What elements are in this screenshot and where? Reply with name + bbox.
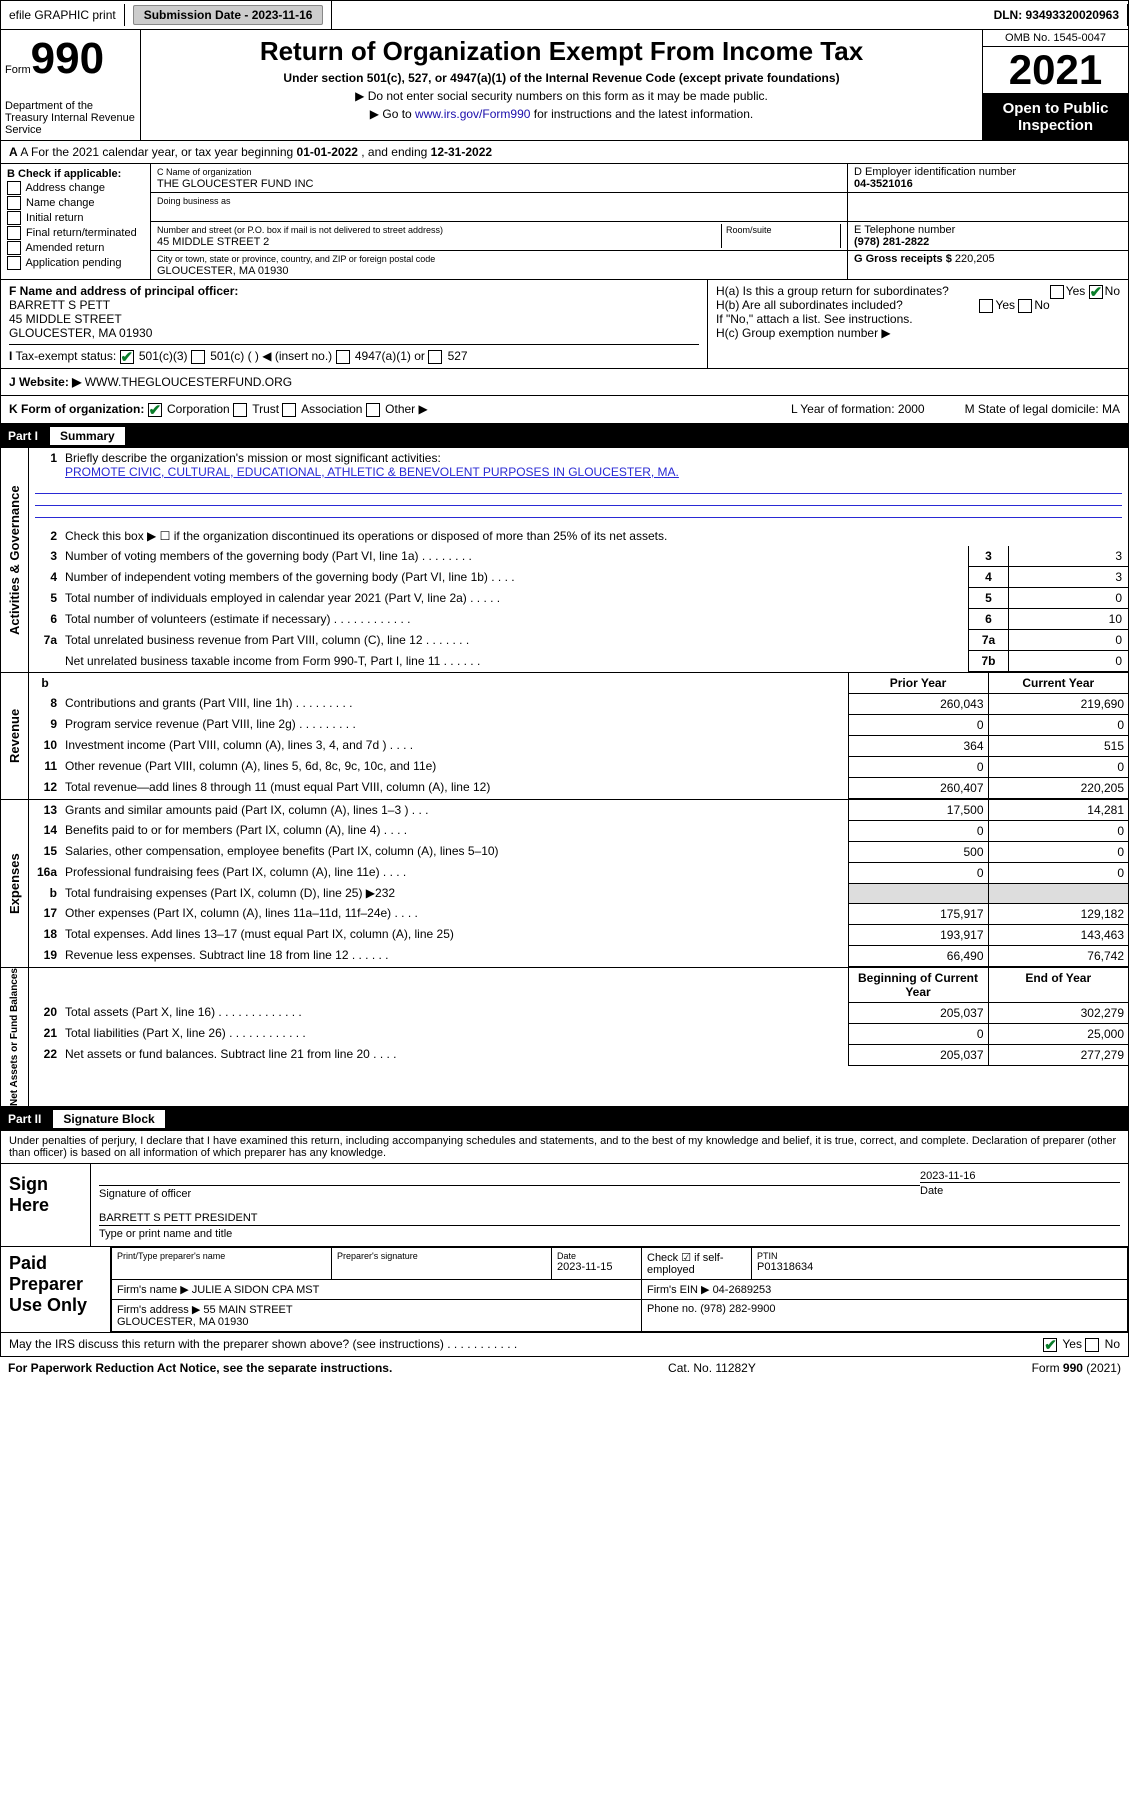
section-net-assets: Net Assets or Fund Balances Beginning of…: [0, 968, 1129, 1107]
mission: PROMOTE CIVIC, CULTURAL, EDUCATIONAL, AT…: [65, 465, 679, 479]
open-to-public: Open to Public Inspection: [983, 94, 1128, 140]
checkbox-501c[interactable]: [191, 350, 205, 364]
firm-phone: (978) 282-9900: [700, 1303, 775, 1315]
checkbox-4947[interactable]: [336, 350, 350, 364]
firm-name: JULIE A SIDON CPA MST: [192, 1284, 320, 1296]
website: WWW.THEGLOUCESTERFUND.ORG: [85, 375, 292, 389]
form-label: Form: [5, 64, 31, 76]
omb-number: OMB No. 1545-0047: [983, 30, 1128, 47]
city-state-zip: GLOUCESTER, MA 01930: [157, 265, 288, 277]
row-j: J Website: ▶ WWW.THEGLOUCESTERFUND.ORG: [0, 369, 1129, 396]
subtitle-3: ▶ Go to www.irs.gov/Form990 for instruct…: [149, 107, 974, 121]
checkbox-other[interactable]: [366, 403, 380, 417]
checkbox-hb-no[interactable]: [1018, 299, 1032, 313]
department: Department of the Treasury Internal Reve…: [5, 100, 136, 136]
vlabel-net-assets: Net Assets or Fund Balances: [1, 968, 29, 1106]
block-b-to-g: B Check if applicable: Address change Na…: [0, 164, 1129, 280]
footer: For Paperwork Reduction Act Notice, see …: [0, 1357, 1129, 1379]
top-bar: efile GRAPHIC print Submission Date - 20…: [0, 0, 1129, 30]
vlabel-governance: Activities & Governance: [1, 448, 29, 672]
checkbox-501c3[interactable]: [120, 350, 134, 364]
firm-ein: 04-2689253: [713, 1284, 772, 1296]
col-f-i: F Name and address of principal officer:…: [1, 280, 708, 368]
sign-date: 2023-11-16: [920, 1170, 1120, 1182]
irs-link[interactable]: www.irs.gov/Form990: [415, 107, 530, 121]
ein: 04-3521016: [854, 178, 913, 190]
checkbox-discuss-yes[interactable]: [1043, 1338, 1057, 1352]
paid-preparer: Paid Preparer Use Only Print/Type prepar…: [0, 1247, 1129, 1333]
irs-discuss: May the IRS discuss this return with the…: [0, 1333, 1129, 1357]
checkbox-527[interactable]: [428, 350, 442, 364]
header-left: Form990 Department of the Treasury Inter…: [1, 30, 141, 140]
col-b: B Check if applicable: Address change Na…: [1, 164, 151, 279]
section-revenue: Revenue bPrior YearCurrent Year 8Contrib…: [0, 673, 1129, 800]
officer-name-title: BARRETT S PETT PRESIDENT: [99, 1212, 258, 1224]
part-1-header: Part ISummary: [0, 424, 1129, 448]
form-header: Form990 Department of the Treasury Inter…: [0, 30, 1129, 141]
firm-addr: 55 MAIN STREET: [203, 1304, 292, 1316]
section-expenses: Expenses 13Grants and similar amounts pa…: [0, 800, 1129, 968]
checkbox-corp[interactable]: [148, 403, 162, 417]
col-c: C Name of organizationTHE GLOUCESTER FUN…: [151, 164, 1128, 279]
checkbox-assoc[interactable]: [282, 403, 296, 417]
form-number: 990: [31, 34, 104, 83]
row-k: K Form of organization: Corporation Trus…: [0, 396, 1129, 424]
street-address: 45 MIDDLE STREET 2: [157, 236, 269, 248]
checkbox-ha-no[interactable]: [1089, 285, 1103, 299]
tax-year: 2021: [983, 47, 1128, 94]
year-formation: L Year of formation: 2000: [791, 402, 925, 417]
gross-receipts: 220,205: [955, 253, 995, 265]
part-2-header: Part IISignature Block: [0, 1107, 1129, 1131]
checkbox-hb-yes[interactable]: [979, 299, 993, 313]
prep-date: 2023-11-15: [557, 1261, 612, 1273]
subtitle-2: ▶ Do not enter social security numbers o…: [149, 89, 974, 103]
checkbox-trust[interactable]: [233, 403, 247, 417]
phone: (978) 281-2822: [854, 236, 929, 248]
row-f-h-i: F Name and address of principal officer:…: [0, 280, 1129, 369]
form-title: Return of Organization Exempt From Incom…: [149, 36, 974, 67]
ptin: P01318634: [757, 1261, 813, 1273]
submission-button[interactable]: Submission Date - 2023-11-16: [133, 5, 324, 25]
efile-label: efile GRAPHIC print: [9, 8, 116, 22]
org-name: THE GLOUCESTER FUND INC: [157, 178, 313, 190]
subtitle-1: Under section 501(c), 527, or 4947(a)(1)…: [149, 71, 974, 85]
header-right: OMB No. 1545-0047 2021 Open to Public In…: [983, 30, 1128, 140]
prep-self-employed: Check ☑ if self-employed: [647, 1252, 724, 1276]
checkbox-discuss-no[interactable]: [1085, 1338, 1099, 1352]
row-a: A A For the 2021 calendar year, or tax y…: [0, 141, 1129, 164]
header-mid: Return of Organization Exempt From Incom…: [141, 30, 983, 140]
col-h: H(a) Is this a group return for subordin…: [708, 280, 1128, 368]
vlabel-expenses: Expenses: [1, 800, 29, 967]
vlabel-revenue: Revenue: [1, 673, 29, 799]
perjury-text: Under penalties of perjury, I declare th…: [0, 1131, 1129, 1164]
officer-name: BARRETT S PETT: [9, 298, 699, 312]
checkbox-ha-yes[interactable]: [1050, 285, 1064, 299]
section-governance: Activities & Governance 1Briefly describ…: [0, 448, 1129, 673]
state-domicile: M State of legal domicile: MA: [965, 402, 1120, 417]
dln: DLN: 93493320020963: [986, 4, 1128, 26]
sign-here: Sign Here Signature of officer 2023-11-1…: [0, 1164, 1129, 1247]
